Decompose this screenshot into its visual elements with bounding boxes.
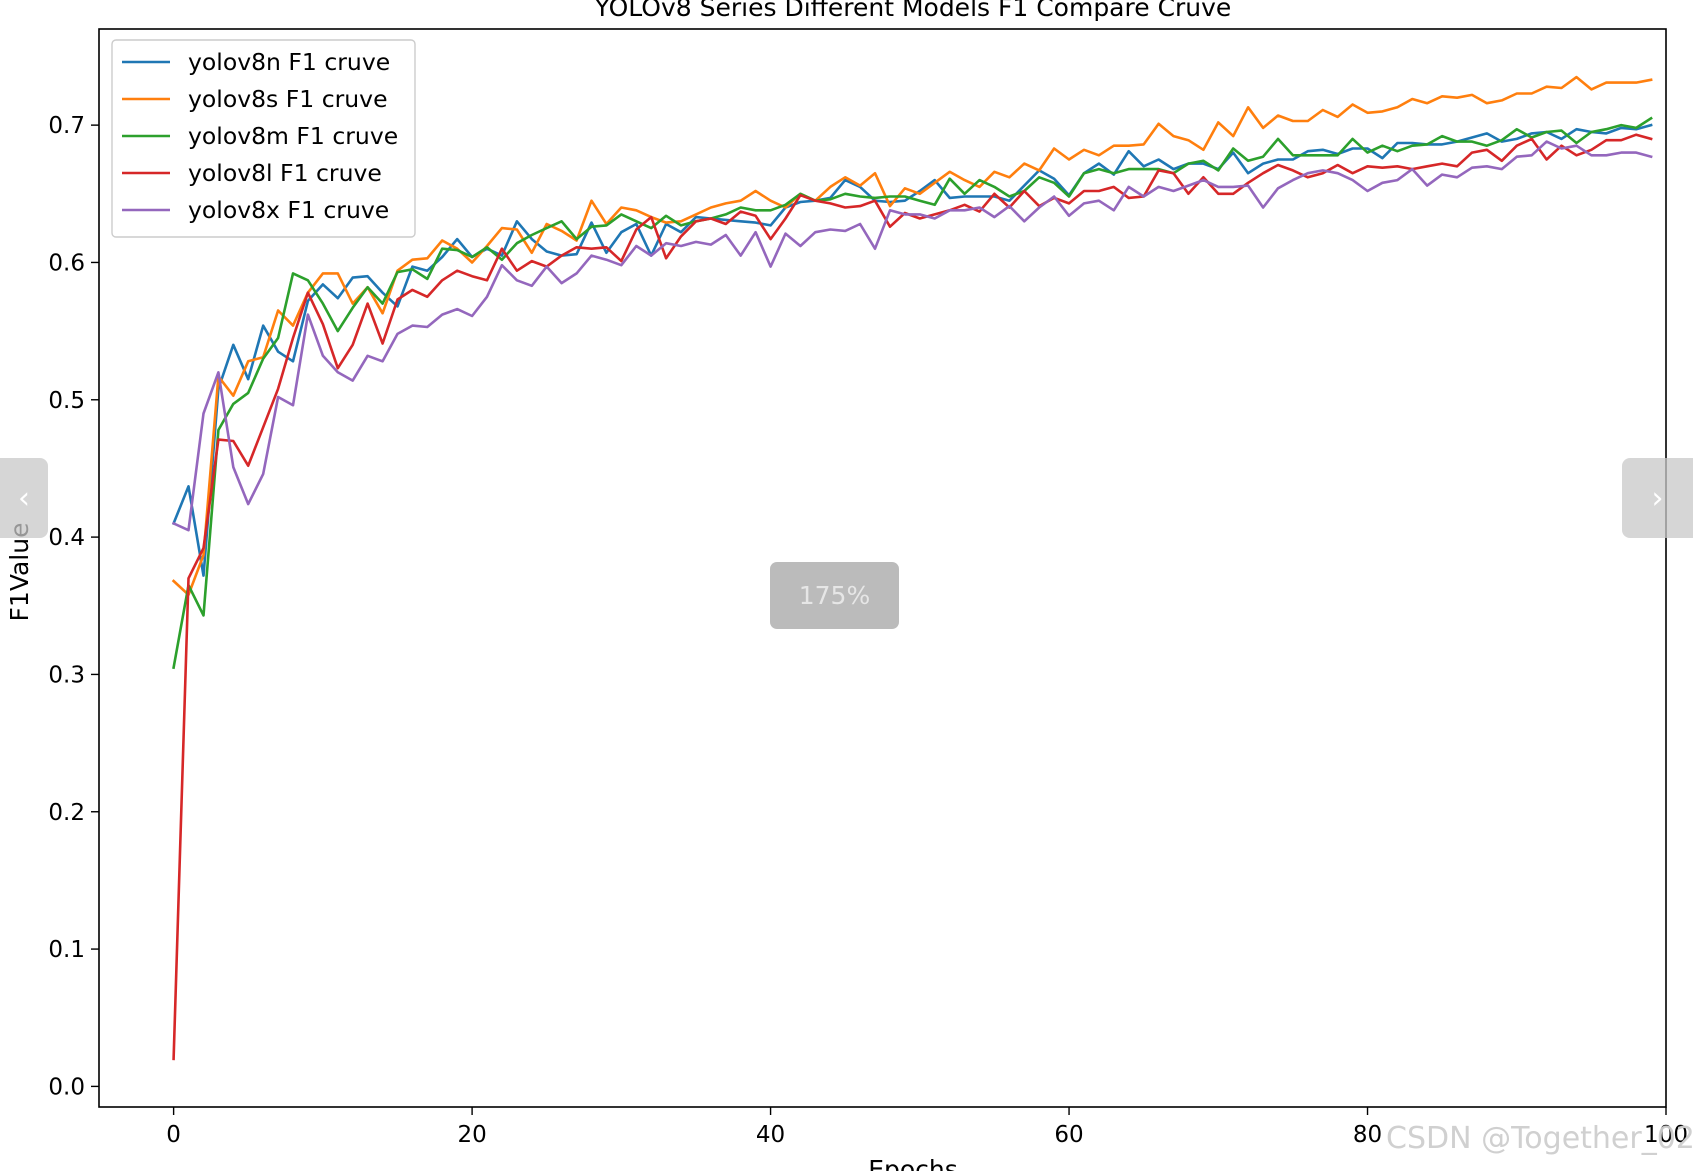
- series-line-5: [171, 140, 1653, 532]
- series-line-3: [172, 116, 1653, 670]
- y-tick-label: 0.4: [48, 525, 85, 551]
- legend-entry: yolov8l F1 cruve: [188, 159, 382, 187]
- y-tick-label: 0.5: [48, 388, 85, 414]
- x-tick-label: 0: [166, 1122, 181, 1148]
- series-line-4: [172, 133, 1653, 1061]
- series-line-1: [171, 123, 1653, 577]
- chevron-right-icon: ›: [1651, 480, 1664, 516]
- legend-entry: yolov8n F1 cruve: [188, 48, 390, 76]
- watermark: CSDN @Together_02: [1386, 1121, 1693, 1156]
- x-tick-label: 60: [1054, 1122, 1083, 1148]
- y-tick-label: 0.0: [48, 1074, 85, 1100]
- legend-entry: yolov8s F1 cruve: [188, 85, 388, 113]
- x-tick-label: 40: [756, 1122, 785, 1148]
- legend-box: [111, 39, 416, 238]
- series-line-2: [171, 75, 1653, 597]
- x-axis-label: Epochs: [868, 1155, 958, 1171]
- legend: yolov8n F1 cruve yolov8s F1 cruve yolov8m …: [111, 39, 416, 238]
- axes: 0 20 40 60 80 100 0.0 0.1 0.2 0.3 0.4 0.5 0.6 0.7: [48, 28, 1688, 1148]
- x-tick-label: 80: [1353, 1122, 1382, 1148]
- y-tick-label: 0.1: [48, 937, 85, 963]
- plot-frame: [98, 28, 1667, 1108]
- y-tick-label: 0.2: [48, 800, 85, 826]
- y-tick-label: 0.3: [48, 662, 85, 688]
- x-tick-label: 100: [1644, 1122, 1688, 1148]
- y-tick-label: 0.7: [48, 113, 85, 139]
- chevron-left-icon: ‹: [18, 480, 30, 516]
- legend-entry: yolov8m F1 cruve: [188, 122, 398, 150]
- x-tick-label: 20: [457, 1122, 486, 1148]
- plot-area: [171, 75, 1653, 1061]
- y-tick-label: 0.6: [48, 250, 85, 276]
- legend-entry: yolov8x F1 cruve: [188, 196, 389, 224]
- previous-image-button[interactable]: ‹: [0, 458, 48, 538]
- next-image-button[interactable]: ›: [1622, 458, 1693, 538]
- y-axis-label: F1Value: [5, 523, 34, 622]
- zoom-level-badge: 175%: [770, 562, 899, 629]
- chart-title: YOLOv8 Series Different Models F1 Compar…: [594, 0, 1232, 22]
